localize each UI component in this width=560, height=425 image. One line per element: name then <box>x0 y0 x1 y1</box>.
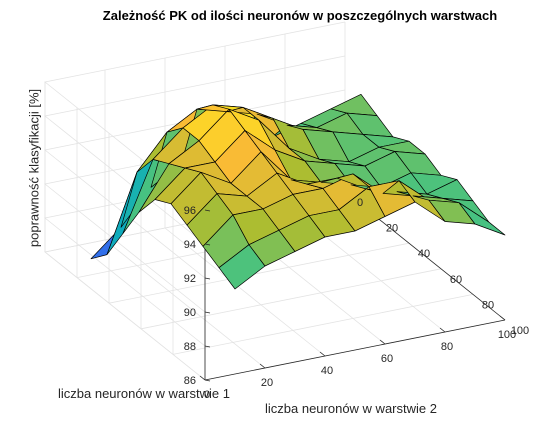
floor-gridline-x <box>164 227 326 357</box>
x-tick-label: 0 <box>204 389 210 401</box>
z-tick <box>204 379 211 382</box>
z-axis-label: poprawność klasyfikacji [%] <box>26 88 42 248</box>
z-tick <box>204 311 211 314</box>
x-tick-label: 80 <box>441 341 453 353</box>
y-axis-label: liczba neuronów w warstwie 2 <box>265 401 437 416</box>
y-tick-label: 20 <box>386 223 398 235</box>
x-tick <box>259 363 266 369</box>
z-tick-label: 94 <box>184 239 196 251</box>
z-tick-label: 90 <box>184 307 196 319</box>
y-tick-label: 100 <box>511 325 529 337</box>
y-tick-label: 80 <box>482 299 494 311</box>
x-tick <box>319 351 326 357</box>
z-tick <box>204 209 211 212</box>
x-tick-label: 20 <box>261 377 273 389</box>
z-tick <box>204 277 211 280</box>
floor-gridline-y <box>108 242 410 304</box>
y-tick-label: 0 <box>357 197 363 209</box>
y-tick-label: 40 <box>418 248 430 260</box>
surface-face <box>458 202 506 236</box>
x-tick <box>439 327 446 333</box>
z-tick-label: 86 <box>184 375 196 387</box>
chart-title: Zależność PK od ilości neuronów w poszcz… <box>102 8 498 23</box>
y-tick-label: 60 <box>450 274 462 286</box>
x-tick-label: 100 <box>498 329 516 341</box>
z-tick-label: 92 <box>184 273 196 285</box>
x-tick <box>499 315 506 321</box>
z-tick <box>204 243 211 246</box>
floor-gridline-y <box>172 294 474 355</box>
z-tick-label: 88 <box>184 341 196 353</box>
floor-gridline-x <box>104 239 266 369</box>
x-tick <box>199 375 206 381</box>
z-tick-label: 96 <box>184 205 196 217</box>
x-tick-label: 40 <box>321 365 333 377</box>
x-tick <box>379 339 386 345</box>
x-tick-label: 60 <box>381 353 393 365</box>
x-axis-label: liczba neuronów w warstwie 1 <box>58 386 230 401</box>
x-axis-line <box>204 319 506 381</box>
floor-gridline-y <box>140 268 442 330</box>
z-tick <box>204 345 211 348</box>
